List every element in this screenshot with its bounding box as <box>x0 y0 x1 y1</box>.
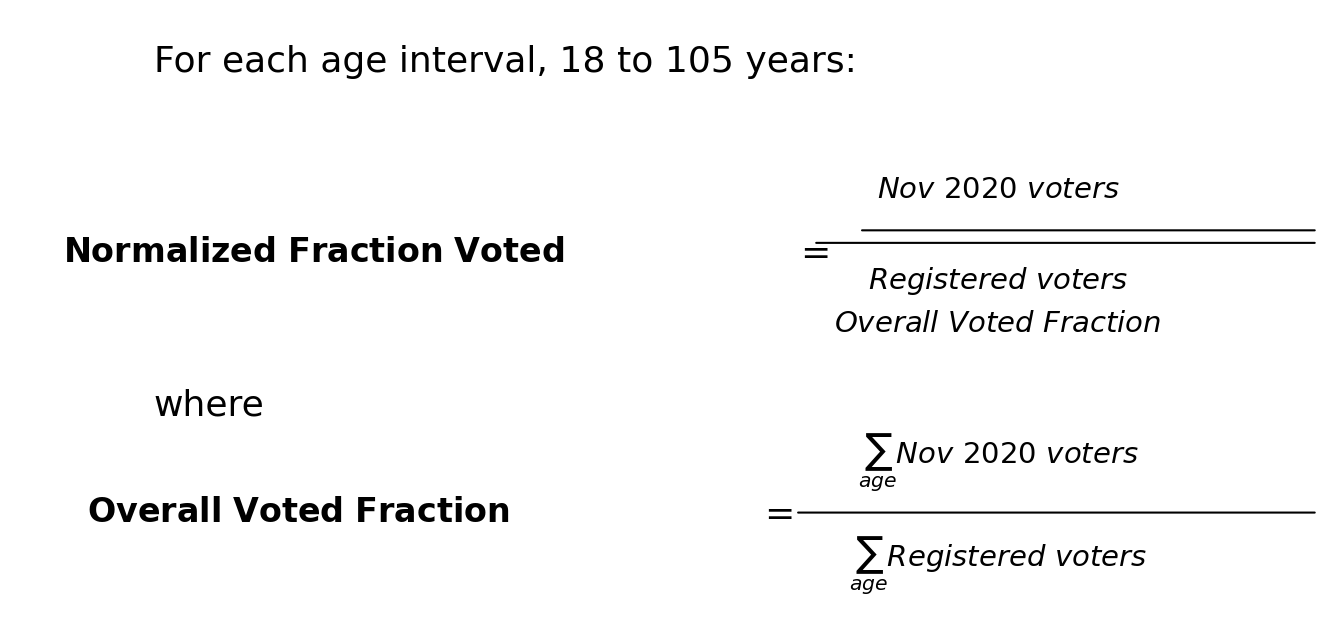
Text: where: where <box>154 389 265 423</box>
Text: $\sum_{age}\mathit{Nov\ 2020\ voters}$: $\sum_{age}\mathit{Nov\ 2020\ voters}$ <box>857 431 1138 494</box>
Text: $\mathbf{Overall\ Voted\ Fraction}$: $\mathbf{Overall\ Voted\ Fraction}$ <box>87 496 509 529</box>
Text: $\mathit{Overall\ Voted\ Fraction}$: $\mathit{Overall\ Voted\ Fraction}$ <box>834 311 1162 338</box>
Text: $=$: $=$ <box>793 235 829 269</box>
Text: $=$: $=$ <box>757 496 793 530</box>
Text: $\mathbf{Normalized\ Fraction\ Voted}$: $\mathbf{Normalized\ Fraction\ Voted}$ <box>63 236 564 269</box>
Text: $\sum_{age}\mathit{Registered\ voters}$: $\sum_{age}\mathit{Registered\ voters}$ <box>849 535 1147 597</box>
Text: For each age interval, 18 to 105 years:: For each age interval, 18 to 105 years: <box>154 45 857 79</box>
Text: $\mathit{Registered\ voters}$: $\mathit{Registered\ voters}$ <box>868 265 1128 297</box>
Text: $\mathit{Nov\ 2020\ voters}$: $\mathit{Nov\ 2020\ voters}$ <box>877 176 1119 203</box>
